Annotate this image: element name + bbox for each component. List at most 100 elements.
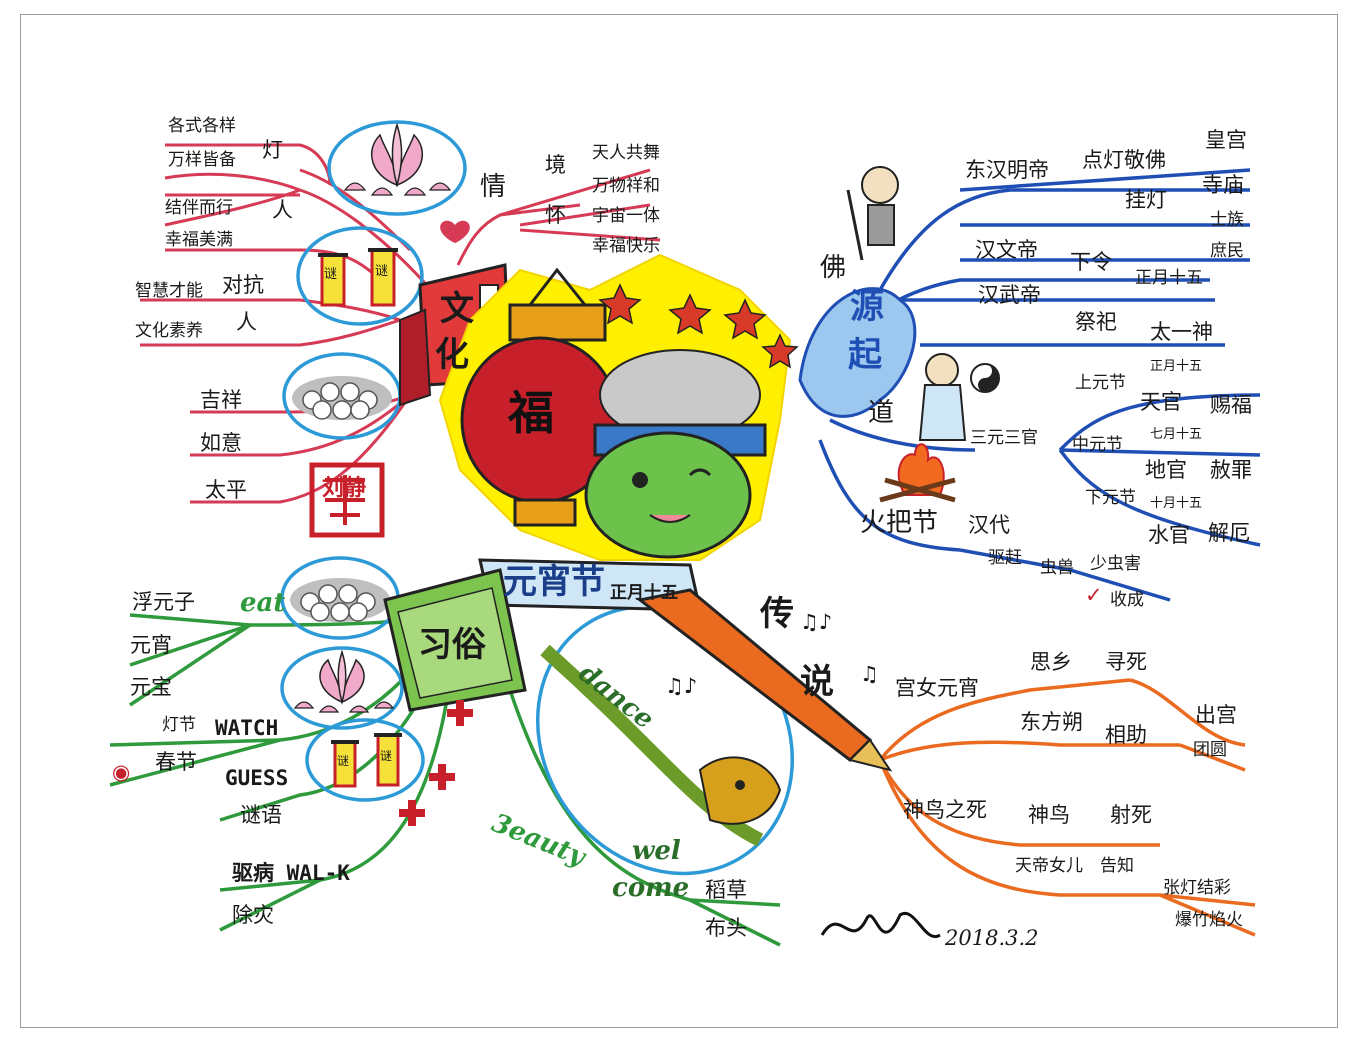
palace-who: 东方朔 <box>1020 710 1083 734</box>
dao-label: 道 <box>868 398 895 428</box>
culture-contest-item-2: 文化素养 <box>135 321 203 341</box>
upper-god: 天官 <box>1140 390 1182 414</box>
wen-date: 正月十五 <box>1135 268 1203 288</box>
heart-icon <box>440 220 470 243</box>
music-note-icon: ♫♪ <box>800 610 833 634</box>
ming-place-2: 寺庙 <box>1202 173 1244 197</box>
monk-illustration <box>846 166 899 261</box>
feeling-jing-label: 境 <box>545 153 566 177</box>
legend-brush <box>636 588 893 772</box>
custom-branch-lines <box>109 613 781 947</box>
welcome-item-1: 稻草 <box>705 878 747 902</box>
bird-b: 射死 <box>1110 803 1152 827</box>
culture-contest-item-1: 智慧才能 <box>135 281 203 301</box>
guess-item: 谜语 <box>240 803 282 827</box>
eat-item-2: 元宵 <box>130 633 172 657</box>
scroll-char-1: 谜 <box>324 267 338 282</box>
tangyuan-illustration <box>292 376 392 420</box>
wen-label: 汉文帝 <box>975 238 1038 262</box>
custom-sign <box>383 568 527 712</box>
signature-date: 2018.3.2 <box>945 926 1039 950</box>
middle-deed: 赦罪 <box>1210 458 1252 482</box>
lotus-lamp-illustration-2 <box>293 649 395 713</box>
feeling-jing-item-2: 万物祥和 <box>592 176 660 196</box>
upper-deed: 赐福 <box>1210 393 1252 417</box>
upper-label: 上元节 <box>1075 373 1126 393</box>
center-title: 元宵节 <box>503 562 605 602</box>
center-date: 正月十五 <box>610 583 678 603</box>
feeling-huai-item-2: 幸福快乐 <box>592 236 660 256</box>
torch-era: 汉代 <box>968 513 1010 537</box>
eat-item-1: 浮元子 <box>132 590 195 614</box>
dao-san: 三元三官 <box>970 428 1038 448</box>
watch-word: WATCH <box>215 716 279 740</box>
wu-target: 太一神 <box>1150 320 1213 344</box>
wu-label: 汉武帝 <box>978 283 1041 307</box>
torch-less: 少虫害 <box>1090 554 1141 574</box>
guess-word: GUESS <box>225 766 289 790</box>
walk-item: 除灾 <box>232 903 274 927</box>
feeling-huai-label: 怀 <box>545 203 566 227</box>
eat-item-3: 元宝 <box>130 675 172 699</box>
bonfire-illustration <box>879 443 956 503</box>
bird-tell: 告知 <box>1100 856 1134 876</box>
middle-label: 中元节 <box>1072 435 1123 455</box>
music-note-icon-2: ♫ <box>860 662 879 686</box>
palace-d: 团圆 <box>1193 740 1227 760</box>
bowl-mascot-illustration <box>584 349 767 559</box>
bird-c: 张灯结彩 <box>1163 878 1231 898</box>
dot-icon: ◉ <box>112 760 131 784</box>
upper-date: 正月十五 <box>1150 359 1203 374</box>
middle-date: 七月十五 <box>1150 427 1203 442</box>
torch-label: 火把节 <box>860 508 939 538</box>
culture-label-2: 化 <box>435 335 469 375</box>
lower-deed: 解厄 <box>1208 521 1250 545</box>
lower-god: 水官 <box>1148 523 1190 547</box>
bird-d: 爆竹焰火 <box>1175 910 1243 930</box>
torch-pests: 虫兽 <box>1040 558 1074 578</box>
scroll-char-3: 谜 <box>337 754 350 768</box>
music-note-icon-3: ♫♪ <box>665 674 698 698</box>
palace-b: 寻死 <box>1105 650 1147 674</box>
dragon-illustration <box>540 644 782 847</box>
culture-wish-2: 如意 <box>200 431 242 455</box>
bird-label: 神鸟之死 <box>903 798 987 822</box>
legend-label-1: 传 <box>760 594 794 634</box>
riddle-scroll-illustration <box>318 248 398 307</box>
middle-god: 地官 <box>1145 458 1187 482</box>
signature-scribble <box>820 911 941 939</box>
lower-date: 十月十五 <box>1150 496 1203 511</box>
culture-people-item-2: 幸福美满 <box>165 230 233 250</box>
palace-help: 相助 <box>1105 723 1147 747</box>
culture-people-item-1: 结伴而行 <box>165 198 233 218</box>
lotus-lamp-illustration <box>343 122 452 196</box>
palace-label: 宫女元宵 <box>895 676 979 700</box>
culture-contest-sub: 人 <box>236 310 257 334</box>
page-border <box>20 14 1338 1028</box>
yin-yang-icon <box>970 363 1000 393</box>
torch-harvest: 收成 <box>1110 590 1144 610</box>
wu-action: 祭祀 <box>1075 310 1117 334</box>
seal-stamp <box>309 462 385 538</box>
culture-label-1: 文 <box>440 289 474 329</box>
tangyuan-illustration-2 <box>290 578 390 622</box>
palace-c: 出宫 <box>1195 703 1237 727</box>
culture-wish-1: 吉祥 <box>200 388 242 412</box>
custom-label: 习俗 <box>418 625 486 665</box>
watch-item-2: 春节 <box>155 750 197 774</box>
ming-people-2: 庶民 <box>1210 241 1244 261</box>
seal-text: 刘静 <box>322 476 367 501</box>
eat-word: eat <box>240 588 286 618</box>
bird-a: 神鸟 <box>1028 803 1070 827</box>
ming-action: 点灯敬佛 <box>1082 148 1166 172</box>
legend-branch-lines <box>878 678 1256 937</box>
culture-lamp-item-1: 各式各样 <box>168 116 236 136</box>
scroll-char-2: 谜 <box>375 264 389 279</box>
welcome-word-1: wel <box>632 836 681 866</box>
ming-label: 东汉明帝 <box>965 158 1049 182</box>
culture-people-topic: 人 <box>272 198 293 222</box>
palace-a: 思乡 <box>1030 650 1072 674</box>
origin-label-1: 源 <box>850 287 884 327</box>
ming-hang: 挂灯 <box>1125 188 1167 212</box>
